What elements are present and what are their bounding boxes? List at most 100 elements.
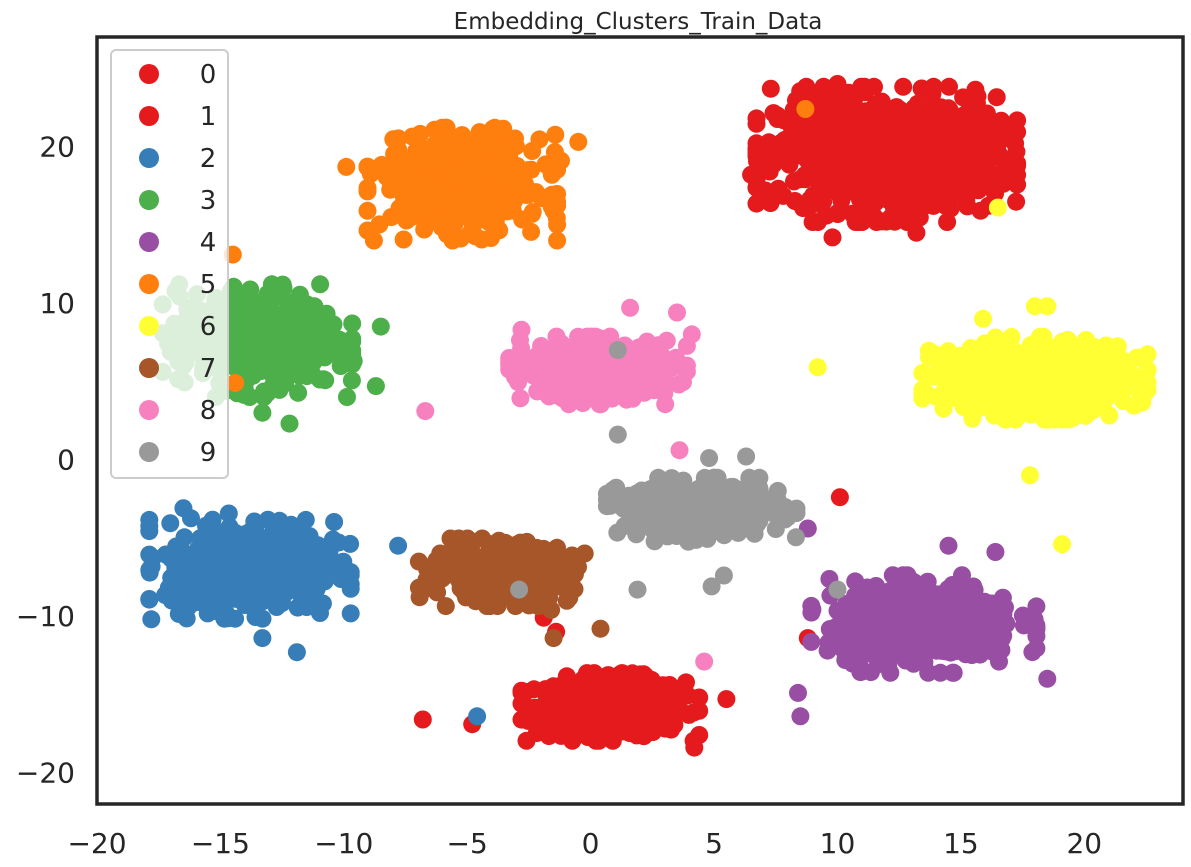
- point: [1045, 373, 1064, 392]
- point: [472, 150, 491, 169]
- point: [621, 298, 640, 317]
- point: [512, 683, 531, 702]
- point: [548, 716, 567, 735]
- point: [931, 631, 950, 650]
- point: [1006, 134, 1025, 153]
- series-7: [409, 529, 610, 648]
- point: [245, 300, 264, 319]
- point: [161, 514, 180, 533]
- point: [789, 139, 808, 158]
- point: [813, 152, 831, 170]
- point: [638, 723, 656, 742]
- series-4: [789, 519, 1057, 726]
- point: [443, 231, 462, 250]
- point: [962, 101, 981, 120]
- point: [872, 101, 891, 120]
- point: [952, 130, 971, 148]
- point: [852, 77, 871, 96]
- point: [544, 201, 563, 220]
- point: [289, 383, 308, 402]
- point: [909, 581, 928, 600]
- point: [597, 712, 616, 731]
- point: [168, 590, 187, 609]
- point: [781, 112, 800, 131]
- point: [890, 580, 909, 599]
- point: [296, 510, 315, 529]
- point: [851, 583, 870, 601]
- point: [939, 99, 958, 118]
- point: [810, 124, 828, 143]
- point: [208, 580, 227, 599]
- point: [920, 131, 939, 150]
- series-2: [140, 499, 487, 726]
- point: [253, 629, 272, 648]
- point: [258, 284, 277, 303]
- point: [938, 213, 957, 231]
- point: [255, 382, 273, 401]
- point: [417, 570, 436, 589]
- point: [484, 196, 503, 215]
- point: [836, 651, 855, 670]
- point: [895, 630, 913, 649]
- point: [451, 146, 470, 165]
- point: [1021, 466, 1039, 485]
- point: [309, 322, 328, 340]
- point: [1053, 535, 1072, 554]
- point: [649, 705, 668, 724]
- point: [888, 188, 907, 207]
- point: [789, 683, 807, 702]
- point: [1039, 342, 1058, 361]
- point: [579, 359, 598, 378]
- point: [867, 577, 886, 595]
- point: [284, 324, 303, 343]
- point: [523, 142, 542, 160]
- point: [523, 203, 542, 222]
- point: [808, 358, 827, 377]
- point: [290, 545, 309, 564]
- point: [888, 119, 907, 137]
- point: [253, 357, 272, 376]
- point: [909, 613, 928, 632]
- point: [358, 157, 377, 176]
- point: [817, 165, 836, 184]
- point: [546, 125, 565, 144]
- point: [881, 663, 900, 682]
- point: [977, 104, 996, 123]
- point: [587, 731, 605, 750]
- point: [881, 208, 900, 227]
- point: [690, 688, 709, 707]
- point: [961, 382, 980, 401]
- point: [654, 689, 673, 708]
- point: [180, 546, 199, 565]
- point: [977, 351, 996, 370]
- point: [358, 179, 377, 197]
- point: [898, 566, 917, 585]
- point: [923, 104, 942, 122]
- point: [579, 703, 597, 722]
- point: [394, 230, 413, 249]
- point: [522, 222, 541, 241]
- point: [500, 355, 519, 374]
- point: [819, 179, 838, 198]
- point: [616, 703, 635, 722]
- point: [747, 194, 766, 213]
- chart-title: Embedding_Clusters_Train_Data: [454, 9, 823, 35]
- point: [488, 570, 507, 589]
- point: [951, 179, 970, 198]
- point: [287, 523, 306, 542]
- point: [140, 590, 159, 608]
- point: [851, 663, 870, 682]
- point: [898, 106, 917, 125]
- point: [1122, 369, 1141, 388]
- point: [197, 516, 215, 535]
- point: [1062, 335, 1081, 354]
- point: [228, 574, 247, 592]
- point: [988, 611, 1007, 630]
- point: [500, 159, 518, 178]
- point: [950, 610, 969, 629]
- point: [981, 170, 1000, 189]
- point: [565, 559, 584, 578]
- point: [573, 688, 592, 707]
- point: [432, 569, 451, 588]
- point: [517, 731, 536, 750]
